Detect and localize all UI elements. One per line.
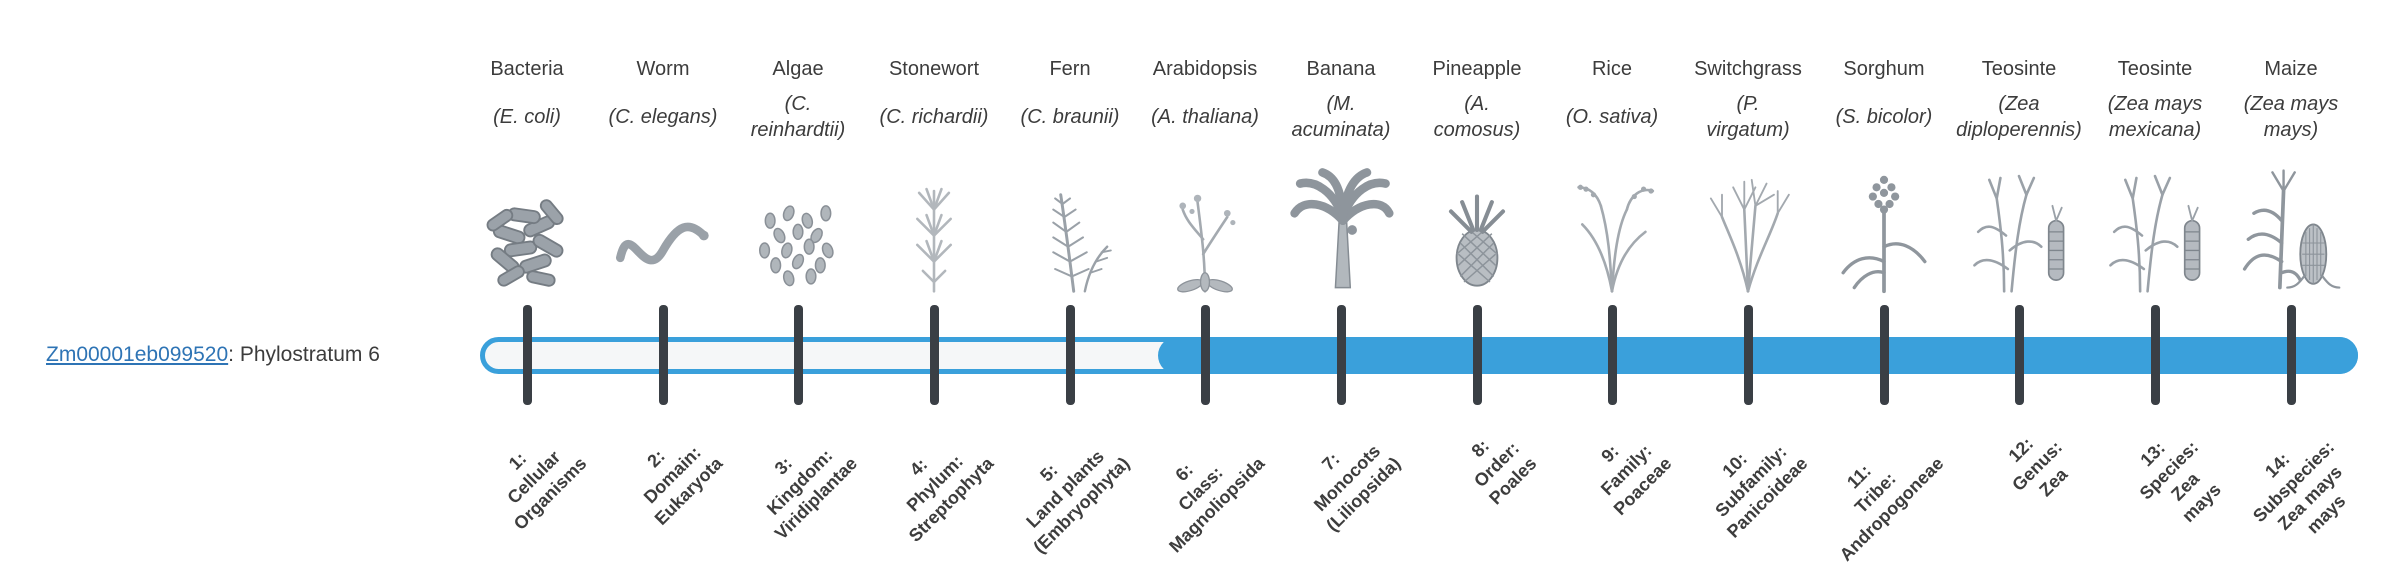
organism-name: Banana xyxy=(1306,58,1376,80)
organism-name: Pineapple xyxy=(1432,58,1522,80)
organism-name: Teosinte xyxy=(2117,58,2193,80)
phylostratum-tick xyxy=(1200,305,1210,405)
organism-column-fern: Fern (C. braunii) 5: Land plants (Embryo… xyxy=(1002,58,1138,557)
organism-name: Switchgrass xyxy=(1694,58,1802,80)
organism-species: (C. richardii) xyxy=(879,106,989,128)
phylostratum-label: 9: Family: Poaceae xyxy=(1596,440,1676,520)
maize-icon xyxy=(2223,149,2359,295)
gene-link[interactable]: Zm00001eb099520 xyxy=(46,343,229,366)
organism-column-rice: Rice (O. sativa) 9: Family: Poaceae xyxy=(1544,58,1680,519)
organism-name: Maize xyxy=(2264,58,2318,80)
phylostratum-tick xyxy=(2014,305,2024,405)
organism-name: Stonewort xyxy=(888,58,980,80)
rice-icon xyxy=(1544,149,1680,295)
phylostratum-label: 14: Subspecies: Zea mays mays xyxy=(2249,436,2350,538)
organism-name: Worm xyxy=(636,58,690,80)
organism-name: Arabidopsis xyxy=(1152,58,1258,80)
phylostratum-tick xyxy=(1065,305,1075,405)
phylostratum-tick xyxy=(2286,305,2296,405)
phylostratum-label: 3: Kingdom: Viridiplantae xyxy=(763,445,862,544)
organism-species: (Zea mays mays) xyxy=(2243,93,2339,141)
organism-species: (A. comosus) xyxy=(1433,93,1521,141)
organism-species: (P. virgatum) xyxy=(1706,93,1790,141)
organism-column-pineapple: Pineapple (A. comosus) 8: Order: Poales xyxy=(1409,58,1545,508)
phylostratum-tick xyxy=(1743,305,1753,405)
organism-species: (C. elegans) xyxy=(608,106,718,128)
phylostratum-tick xyxy=(522,305,532,405)
phylostratum-label: 7: Monocots (Liliopsida) xyxy=(1309,440,1405,536)
sorghum-icon xyxy=(1816,149,1952,295)
phylostratum-label: 2: Domain: Eukaryota xyxy=(639,442,727,529)
arabidopsis-icon xyxy=(1137,149,1273,295)
phylostratum-tick xyxy=(658,305,668,405)
bacteria-icon xyxy=(459,149,595,295)
phylostratum-label: 4: Phylum: Streptophyta xyxy=(902,451,998,546)
organism-name: Bacteria xyxy=(490,58,564,80)
phylostratum-tick xyxy=(793,305,803,405)
organism-column-maize: Maize (Zea mays mays) 14: Subspecies: Ze… xyxy=(2223,58,2359,537)
organism-name: Algae xyxy=(772,58,824,80)
organism-name: Teosinte xyxy=(1981,58,2057,80)
organism-species: (C. braunii) xyxy=(1020,106,1120,128)
phylostratum-tick xyxy=(929,305,939,405)
organism-species: (O. sativa) xyxy=(1565,106,1659,128)
organism-column-worm: Worm (C. elegans) 2: Domain: Eukaryota xyxy=(595,58,731,529)
organism-column-banana: Banana (M. acuminata) 7: Monocots (Lilio… xyxy=(1273,58,1409,535)
phylostratum-label: 1: Cellular Organisms xyxy=(503,446,591,534)
phylostratum-tick xyxy=(1607,305,1617,405)
organism-column-teosinte-mexicana: Teosinte (Zea mays mexicana) 13: Species… xyxy=(2087,58,2225,526)
organism-column-teosinte-diploperennis: Teosinte (Zea diploperennis) 12: Genus: … xyxy=(1951,58,2087,500)
organism-species: (Zea mays mexicana) xyxy=(2107,93,2203,141)
organism-species: (Zea diploperennis) xyxy=(1956,93,2082,141)
teosinte-diploperennis-icon xyxy=(1951,149,2087,295)
phylostratum-label: 13: Species: Zea mays xyxy=(2135,436,2225,527)
phylostratum-tick xyxy=(1472,305,1482,405)
phylostratum-tick xyxy=(2150,305,2160,405)
phylostratum-label: 8: Order: Poales xyxy=(1467,435,1541,509)
organism-column-switchgrass: Switchgrass (P. virgatum) 10: Subfamily:… xyxy=(1680,58,1816,542)
phylostratum-label: 11: Tribe: Andropogoneae xyxy=(1835,453,1948,566)
organism-species: (C. reinhardtii) xyxy=(750,93,846,141)
gene-label: Zm00001eb099520: Phylostratum 6 xyxy=(46,343,380,367)
phylostratum-tick xyxy=(1879,305,1889,405)
phylostratum-label: 6: Class: Magnoliopsida xyxy=(1165,453,1269,557)
organism-name: Sorghum xyxy=(1843,58,1925,80)
organism-column-arabidopsis: Arabidopsis (A. thaliana) xyxy=(1137,58,1273,557)
phylostratum-tick xyxy=(1336,305,1346,405)
worm-icon xyxy=(595,149,731,295)
organism-column-stonewort: Stonewort (C. richardii) 4: Phylum: Stre… xyxy=(866,58,1002,546)
fern-icon xyxy=(1002,149,1138,295)
organism-species: (E. coli) xyxy=(493,106,561,128)
phylostratum-label: 10: Subfamily: Panicoideae xyxy=(1711,441,1812,542)
switchgrass-icon xyxy=(1680,149,1816,295)
organism-name: Fern xyxy=(1049,58,1091,80)
organism-column-algae: Algae (C. reinhardtii) 3: Kingdom: Virid… xyxy=(730,58,866,544)
organism-column-bacteria: Bacteria (E. coli) 1: Ce xyxy=(459,58,595,534)
stonewort-icon xyxy=(866,149,1002,295)
gene-phylostratum-text: : Phylostratum 6 xyxy=(228,343,380,366)
banana-icon xyxy=(1273,149,1409,295)
organism-column-sorghum: Sorghum (S. bicolor) 11: Tribe: Andropog… xyxy=(1816,58,1952,565)
organism-species: (A. thaliana) xyxy=(1151,106,1259,128)
phylostratum-label: 12: Genus: Zea xyxy=(2004,433,2072,501)
organism-name: Rice xyxy=(1591,58,1632,80)
pineapple-icon xyxy=(1409,149,1545,295)
teosinte-mexicana-icon xyxy=(2087,149,2223,295)
algae-icon xyxy=(730,149,866,295)
organism-species: (M. acuminata) xyxy=(1291,93,1391,141)
organism-species: (S. bicolor) xyxy=(1835,106,1933,128)
phylostratum-label: 5: Land plants (Embryophyta) xyxy=(1022,446,1134,558)
